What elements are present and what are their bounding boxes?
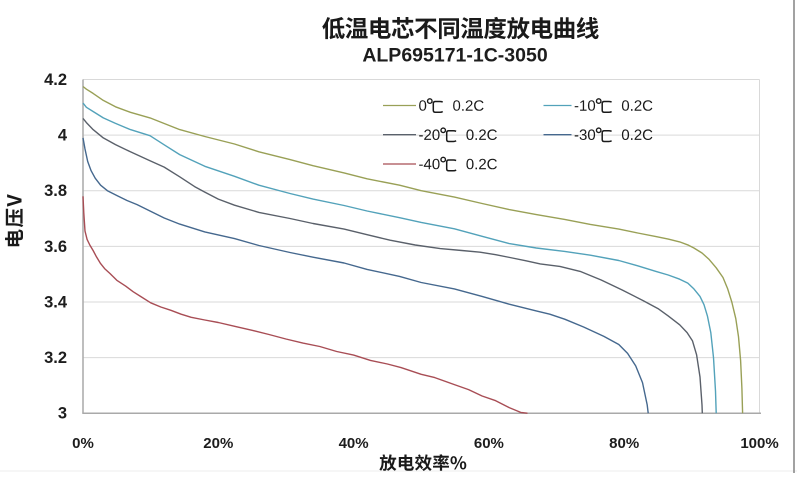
svg-text:20%: 20%: [203, 435, 233, 452]
svg-text:4: 4: [58, 127, 68, 145]
svg-text:ALP695171-1C-3050: ALP695171-1C-3050: [362, 45, 548, 67]
svg-text:4.2: 4.2: [44, 71, 67, 89]
svg-text:3.2: 3.2: [44, 349, 67, 367]
svg-text:100%: 100%: [740, 435, 778, 452]
svg-text:80%: 80%: [609, 435, 639, 452]
svg-text:3: 3: [58, 405, 67, 423]
svg-text:3.4: 3.4: [44, 293, 68, 311]
svg-text:0%: 0%: [72, 435, 94, 452]
svg-text:3.8: 3.8: [44, 182, 67, 200]
svg-text:40%: 40%: [339, 435, 369, 452]
svg-text:60%: 60%: [474, 435, 504, 452]
svg-text:3.6: 3.6: [44, 238, 67, 256]
